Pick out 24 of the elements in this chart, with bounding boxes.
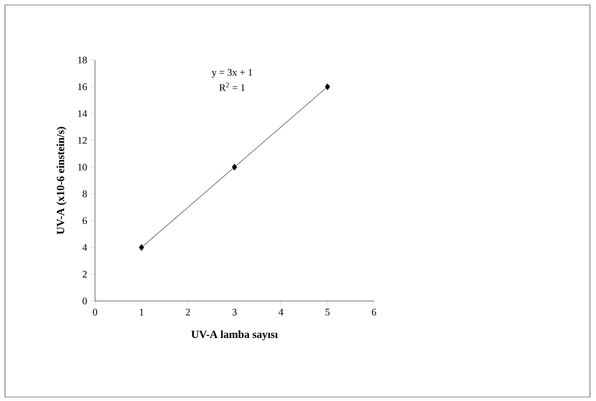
y-axis-title: UV-A (x10-6 einstein/s)	[56, 126, 66, 234]
x-tick-label: 3	[232, 308, 237, 316]
y-tick-label: 6	[82, 217, 87, 224]
y-tick-label: 16	[78, 83, 87, 90]
x-tick-label: 0	[92, 308, 98, 316]
point	[232, 164, 238, 171]
y-tick-label: 18	[78, 56, 87, 64]
x-tick-label: 2	[186, 308, 190, 316]
x-axis-title: UV-A lamba sayısı	[191, 330, 278, 340]
x-tick-label: 5	[326, 308, 330, 316]
annotation: R$^{2}$ = 1	[219, 82, 245, 91]
y-tick-label: 4	[82, 244, 88, 251]
y-tick-label: 14	[78, 110, 88, 117]
annotation: y = 3x + 1	[212, 69, 252, 78]
y-tick-label: 10	[78, 164, 87, 170]
point	[324, 83, 330, 90]
y-tick-label: 2	[82, 270, 87, 278]
y-tick-label: 8	[82, 190, 87, 198]
y-tick-label: 12	[78, 137, 87, 144]
y-tick-label: 0	[82, 298, 87, 304]
point	[138, 244, 144, 251]
x-tick-label: 1	[140, 308, 144, 316]
x-tick-label: 4	[278, 308, 284, 316]
x-tick-label: 6	[372, 308, 376, 316]
